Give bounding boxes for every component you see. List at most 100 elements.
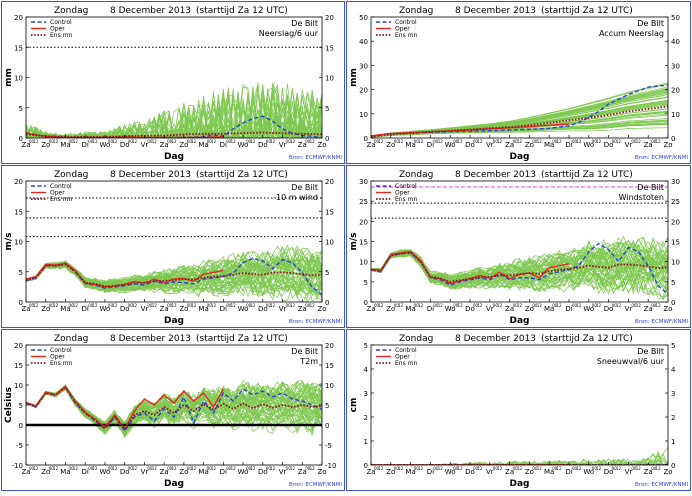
main-series xyxy=(371,242,668,295)
y2-tick-label: 2 xyxy=(671,414,675,422)
ensemble-member-line xyxy=(371,82,668,137)
x-hour-label: 12 xyxy=(152,303,158,308)
y2-tick-label: -10 xyxy=(325,462,336,470)
y2-tick-label: 5 xyxy=(671,279,675,287)
y2-tick-label: 0 xyxy=(325,135,329,143)
ensemble-member-line xyxy=(26,92,322,138)
x-hour-label: 00 xyxy=(266,303,272,308)
x-hour-label: 00 xyxy=(286,466,292,471)
ensemble-member-line xyxy=(371,459,668,465)
x-hour-label: 12 xyxy=(596,139,602,144)
x-hour-label: 00 xyxy=(187,466,193,471)
x-tick-day-label: Do xyxy=(120,305,130,313)
x-hour-label: 12 xyxy=(211,139,217,144)
x-tick-day-label: Di xyxy=(565,468,572,476)
x-tick-day-label: Wo xyxy=(445,468,456,476)
chart-sneeuwval: Zondag 8 December 2013 (starttijd Za 12 UT… xyxy=(349,334,688,489)
legend-label-control: Control xyxy=(50,347,72,354)
x-hour-label: 12 xyxy=(250,466,256,471)
legend-label-oper: Oper xyxy=(50,26,65,33)
main-series xyxy=(371,84,668,138)
x-hour-label: 12 xyxy=(497,139,503,144)
x-tick-day-label: Za xyxy=(505,141,514,149)
station-label: De Bilt xyxy=(637,183,664,192)
main-series xyxy=(26,257,322,296)
y2-tick-label: 5 xyxy=(671,342,675,350)
x-hour-label: 12 xyxy=(438,466,444,471)
y-tick-label: 10 xyxy=(359,111,368,119)
x-hour-label: 12 xyxy=(656,303,662,308)
x-tick-day-label: Zo xyxy=(525,141,534,149)
x-hour-label: 12 xyxy=(270,303,276,308)
x-hour-label: 12 xyxy=(53,139,59,144)
x-tick-day-label: Do xyxy=(258,468,268,476)
source-label: Bron: ECMWF/KNMI xyxy=(635,155,688,161)
x-tick-day-label: Wo xyxy=(445,305,456,313)
x-tick-day-label: Do xyxy=(258,305,268,313)
x-tick-day-label: Zo xyxy=(317,305,326,313)
x-hour-label: 12 xyxy=(73,303,79,308)
x-hour-label: 00 xyxy=(49,139,55,144)
x-hour-label: 00 xyxy=(147,303,153,308)
variable-title: Accum Neerslag xyxy=(599,29,664,38)
y-tick-label: 30 xyxy=(359,178,368,186)
x-hour-label: 12 xyxy=(112,303,118,308)
x-tick-day-label: Vr xyxy=(486,468,494,476)
legend-label-mean: Ens mn xyxy=(50,360,72,367)
y2-tick-label: 5 xyxy=(325,269,329,277)
x-tick-day-label: Za xyxy=(21,305,30,313)
x-tick-day-label: Wo xyxy=(238,141,249,149)
x-hour-label: 00 xyxy=(88,303,94,308)
x-hour-label: 12 xyxy=(152,466,158,471)
ensemble-member-line xyxy=(26,88,322,138)
header-date: 8 December 2013 xyxy=(110,6,191,16)
y-tick-label: 10 xyxy=(14,75,23,83)
x-hour-label: 00 xyxy=(207,303,213,308)
x-tick-day-label: Do xyxy=(120,141,130,149)
y-tick-label: 30 xyxy=(359,62,368,70)
x-hour-label: 12 xyxy=(270,139,276,144)
x-tick-day-label: Do xyxy=(120,468,130,476)
x-tick-day-label: Zo xyxy=(317,468,326,476)
x-hour-label: 12 xyxy=(191,139,197,144)
x-hour-label: 12 xyxy=(132,466,138,471)
x-hour-label: 00 xyxy=(493,303,499,308)
x-tick-day-label: Do xyxy=(465,141,475,149)
x-hour-label: 00 xyxy=(552,139,558,144)
y2-tick-label: 0 xyxy=(325,299,329,307)
x-hour-label: 00 xyxy=(29,303,35,308)
x-axis-label: Dag xyxy=(164,152,184,162)
y2-tick-label: 20 xyxy=(671,218,680,226)
x-tick-day-label: Zo xyxy=(41,305,50,313)
ensemble-member-line xyxy=(26,248,322,286)
y2-tick-label: 40 xyxy=(671,38,680,46)
y-axis-label: m/s xyxy=(4,232,14,250)
header-run: (starttijd Za 12 UTC) xyxy=(541,170,633,180)
source-label: Bron: ECMWF/KNMI xyxy=(289,482,342,488)
y2-tick-label: 10 xyxy=(325,75,334,83)
x-tick-day-label: Vr xyxy=(279,305,287,313)
x-hour-label: 12 xyxy=(537,466,543,471)
x-hour-label: 12 xyxy=(33,303,39,308)
x-hour-label: 12 xyxy=(398,466,404,471)
x-tick-day-label: Vr xyxy=(625,468,633,476)
x-hour-label: 12 xyxy=(517,466,523,471)
x-hour-label: 00 xyxy=(266,139,272,144)
ensemble-members xyxy=(371,82,668,138)
legend-label-oper: Oper xyxy=(50,190,65,197)
x-hour-label: 12 xyxy=(33,139,39,144)
y2-tick-label: 3 xyxy=(671,390,675,398)
x-hour-label: 12 xyxy=(33,466,39,471)
x-tick-day-label: Za xyxy=(160,468,169,476)
x-hour-label: 12 xyxy=(53,466,59,471)
x-tick-day-label: Di xyxy=(427,305,434,313)
x-hour-label: 12 xyxy=(378,303,384,308)
x-hour-label: 12 xyxy=(132,303,138,308)
header-day: Zondag xyxy=(399,170,433,180)
x-hour-label: 00 xyxy=(286,139,292,144)
x-hour-label: 00 xyxy=(226,303,232,308)
x-hour-label: 12 xyxy=(458,139,464,144)
variable-title: Sneeuwval/6 uur xyxy=(597,357,665,366)
y2-tick-label: 10 xyxy=(325,382,334,390)
x-hour-label: 12 xyxy=(616,466,622,471)
